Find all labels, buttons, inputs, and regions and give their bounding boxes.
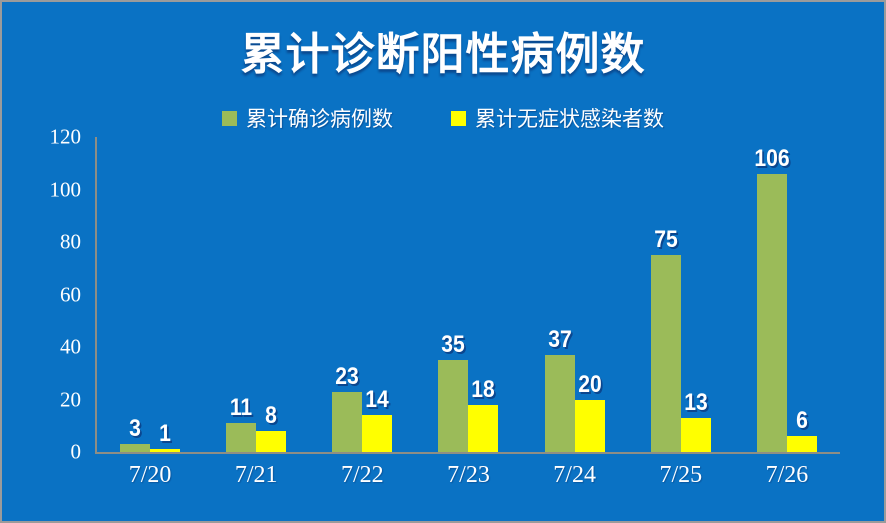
bar-value-label: 75 (654, 226, 678, 254)
bar-value-label: 8 (265, 402, 278, 429)
bar: 3 (120, 417, 151, 452)
bar-value-label: 3 (129, 415, 141, 443)
bar: 18 (468, 377, 499, 452)
x-axis-labels: 7/20 7/21 7/22 7/23 7/24 7/25 7/26 (97, 462, 840, 489)
y-tick-label: 20 (60, 387, 81, 411)
bar-value-label: 18 (471, 375, 496, 403)
bar: 106 (754, 146, 790, 452)
bar: 23 (332, 364, 363, 452)
bar: 8 (256, 404, 287, 452)
x-axis-label: 7/26 (765, 462, 809, 488)
bar: 11 (226, 396, 257, 452)
bar-value-label: 1 (159, 420, 171, 448)
legend-item-confirmed: 累计确诊病例数 (222, 103, 393, 133)
bar-group: 23 14 (309, 137, 415, 452)
x-axis-label: 7/23 (447, 462, 490, 488)
legend-label-asymptomatic: 累计无症状感染者数 (475, 108, 664, 131)
x-axis-label: 7/21 (234, 462, 278, 488)
bar: 37 (544, 327, 575, 452)
bar: 35 (438, 333, 469, 452)
bar-value-label: 11 (230, 394, 253, 422)
bar-value-label: 37 (547, 325, 572, 353)
y-tick-label: 80 (60, 229, 81, 254)
bar-group: 35 18 (415, 137, 521, 452)
bar: 13 (680, 390, 711, 452)
bar-value-label: 106 (754, 144, 790, 172)
bar: 6 (786, 409, 817, 452)
bar-value-label: 35 (441, 331, 466, 359)
x-axis-label: 7/22 (341, 462, 384, 488)
bar: 75 (650, 228, 681, 452)
legend-label-confirmed: 累计确诊病例数 (246, 108, 393, 131)
bar: 14 (362, 388, 393, 452)
bar-group: 75 13 (628, 137, 734, 452)
y-tick-label: 60 (60, 282, 81, 306)
plot-area: 0 20 40 60 80 100 120 3 1 11 8 23 14 35 18 37 20 75 13 106… (50, 126, 840, 488)
bar-value-label: 14 (365, 386, 390, 414)
bar-value-label: 23 (335, 362, 360, 390)
bar-value-label: 6 (796, 407, 808, 435)
bar-group: 37 20 (522, 137, 628, 452)
bar-groups: 3 1 11 8 23 14 35 18 37 20 75 13 106 6 (97, 137, 840, 452)
y-tick-label: 100 (49, 177, 82, 201)
bar-group: 11 8 (203, 137, 309, 452)
legend: 累计确诊病例数 累计无症状感染者数 (2, 103, 884, 133)
bar: 1 (150, 422, 181, 452)
y-tick-label: 120 (49, 124, 82, 149)
legend-swatch-asymptomatic-icon (451, 110, 466, 126)
y-tick-label: 40 (60, 334, 81, 359)
bar-value-label: 13 (684, 388, 708, 416)
x-axis-label: 7/24 (553, 462, 596, 488)
legend-swatch-confirmed-icon (222, 110, 237, 126)
bar-value-label: 20 (577, 370, 602, 398)
bar-group: 106 6 (734, 137, 840, 452)
legend-item-asymptomatic: 累计无症状感染者数 (451, 103, 664, 133)
x-axis-label: 7/20 (128, 462, 172, 488)
bar: 20 (574, 372, 605, 452)
chart-title: 累计诊断阳性病例数 (240, 30, 646, 79)
y-tick-label: 0 (70, 439, 82, 464)
x-axis-label: 7/25 (659, 462, 703, 488)
